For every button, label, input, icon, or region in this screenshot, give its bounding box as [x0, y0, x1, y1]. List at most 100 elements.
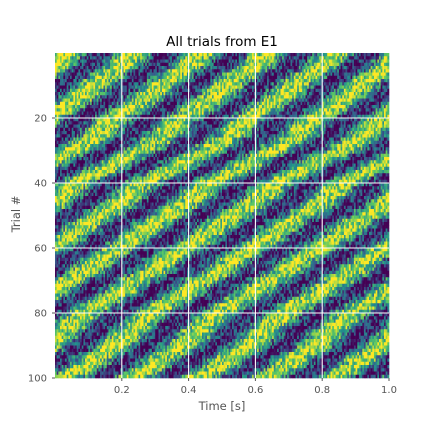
heatmap-cell: [267, 85, 270, 90]
heatmap-cell: [103, 98, 106, 103]
heatmap-cell: [253, 62, 256, 67]
heatmap-cell: [370, 59, 373, 64]
heatmap-cell: [228, 59, 231, 64]
heatmap-cell: [201, 101, 204, 106]
heatmap-cell: [58, 95, 61, 99]
heatmap-cell: [181, 79, 184, 83]
heatmap-cell: [293, 108, 296, 112]
heatmap-cell: [155, 66, 158, 70]
heatmap-cell: [257, 88, 260, 93]
heatmap-cell: [218, 59, 221, 64]
heatmap-cell: [240, 66, 243, 70]
heatmap-cell: [218, 98, 221, 103]
heatmap-cell: [368, 114, 371, 119]
heatmap-cell: [166, 118, 169, 122]
heatmap-cell: [76, 85, 79, 90]
heatmap-cell: [262, 59, 265, 64]
heatmap-cell: [185, 72, 188, 77]
heatmap-cell: [250, 92, 253, 96]
heatmap-cell: [161, 121, 164, 125]
heatmap-cell: [375, 82, 378, 86]
heatmap-cell: [120, 92, 123, 96]
heatmap-cell: [193, 79, 196, 83]
heatmap-cell: [206, 108, 209, 112]
heatmap-cell: [126, 118, 129, 122]
heatmap-cell: [263, 85, 266, 90]
heatmap-cell: [267, 56, 270, 60]
heatmap-cell: [365, 69, 368, 73]
heatmap-cell: [305, 101, 308, 106]
heatmap-cell: [242, 108, 245, 112]
heatmap-cell: [81, 72, 84, 77]
heatmap-cell: [288, 69, 291, 73]
heatmap-cell: [227, 82, 229, 86]
heatmap-cell: [166, 72, 169, 77]
heatmap-cell: [61, 95, 64, 99]
heatmap-cell: [218, 108, 221, 112]
heatmap-cell: [277, 114, 280, 119]
heatmap-cell: [372, 95, 375, 99]
heatmap-cell: [111, 66, 114, 70]
heatmap-cell: [190, 101, 193, 106]
heatmap-cell: [280, 66, 283, 70]
heatmap-cell: [98, 88, 101, 93]
heatmap-cell: [312, 85, 315, 90]
heatmap-cell: [297, 98, 300, 103]
heatmap-cell: [201, 79, 204, 83]
heatmap-cell: [313, 75, 316, 80]
heatmap-cell: [136, 88, 139, 93]
heatmap-cell: [146, 95, 149, 99]
heatmap-cell: [230, 98, 233, 103]
heatmap-cell: [255, 56, 258, 60]
heatmap-cell: [353, 62, 356, 67]
heatmap-cell: [98, 101, 101, 106]
heatmap-cell: [378, 59, 381, 64]
heatmap-cell: [242, 75, 245, 80]
heatmap-cell: [190, 98, 193, 103]
heatmap-cell: [150, 66, 153, 70]
heatmap-cell: [215, 72, 218, 77]
heatmap-cell: [365, 85, 368, 90]
heatmap-cell: [293, 92, 296, 96]
heatmap-cell: [385, 53, 388, 57]
heatmap-cell: [383, 72, 386, 77]
heatmap-cell: [165, 95, 168, 99]
heatmap-cell: [227, 95, 229, 99]
heatmap-cell: [201, 59, 204, 64]
heatmap-cell: [330, 95, 333, 99]
heatmap-cell: [66, 75, 69, 80]
heatmap-cell: [233, 111, 236, 116]
heatmap-cell: [333, 56, 336, 60]
heatmap-cell: [146, 114, 149, 119]
heatmap-cell: [282, 105, 285, 109]
heatmap-cell: [170, 111, 173, 116]
heatmap-cell: [191, 75, 194, 80]
heatmap-cell: [287, 98, 290, 103]
heatmap-cell: [105, 108, 108, 112]
heatmap-cell: [55, 92, 57, 96]
heatmap-cell: [210, 56, 213, 60]
heatmap-cell: [80, 72, 83, 77]
heatmap-cell: [330, 72, 333, 77]
heatmap-cell: [141, 69, 144, 73]
heatmap-cell: [203, 53, 206, 57]
heatmap-cell: [363, 53, 366, 57]
heatmap-cell: [295, 105, 298, 109]
heatmap-cell: [138, 105, 141, 109]
heatmap-cell: [280, 118, 283, 122]
heatmap-cell: [196, 59, 199, 64]
heatmap-cell: [165, 101, 168, 106]
heatmap-cell: [101, 79, 104, 83]
heatmap-cell: [307, 98, 310, 103]
heatmap-cell: [273, 62, 276, 67]
heatmap-cell: [138, 95, 141, 99]
heatmap-cell: [290, 118, 293, 122]
heatmap-cell: [363, 88, 366, 93]
heatmap-cell: [71, 101, 74, 106]
heatmap-cell: [260, 53, 263, 57]
heatmap-cell: [206, 88, 209, 93]
heatmap-cell: [350, 85, 353, 90]
heatmap-cell: [105, 88, 108, 93]
heatmap-cell: [60, 62, 62, 67]
heatmap-cell: [362, 79, 365, 83]
